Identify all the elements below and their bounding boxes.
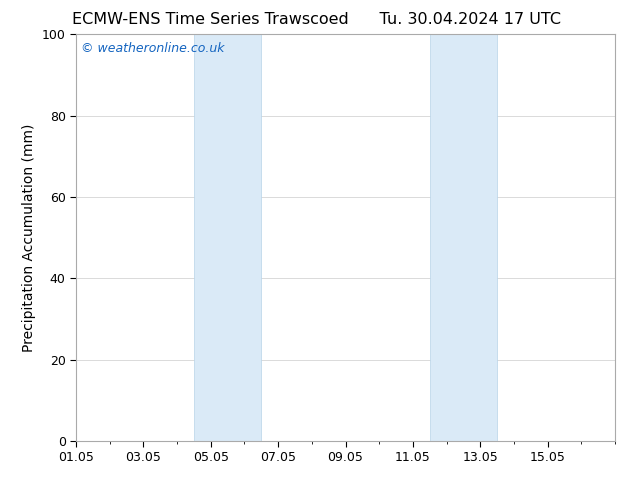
Bar [430,34,497,441]
Y-axis label: Precipitation Accumulation (mm): Precipitation Accumulation (mm) [22,123,36,352]
Text: ECMW-ENS Time Series Trawscoed      Tu. 30.04.2024 17 UTC: ECMW-ENS Time Series Trawscoed Tu. 30.04… [72,12,562,27]
Text: © weatheronline.co.uk: © weatheronline.co.uk [81,43,225,55]
Bar [194,34,261,441]
